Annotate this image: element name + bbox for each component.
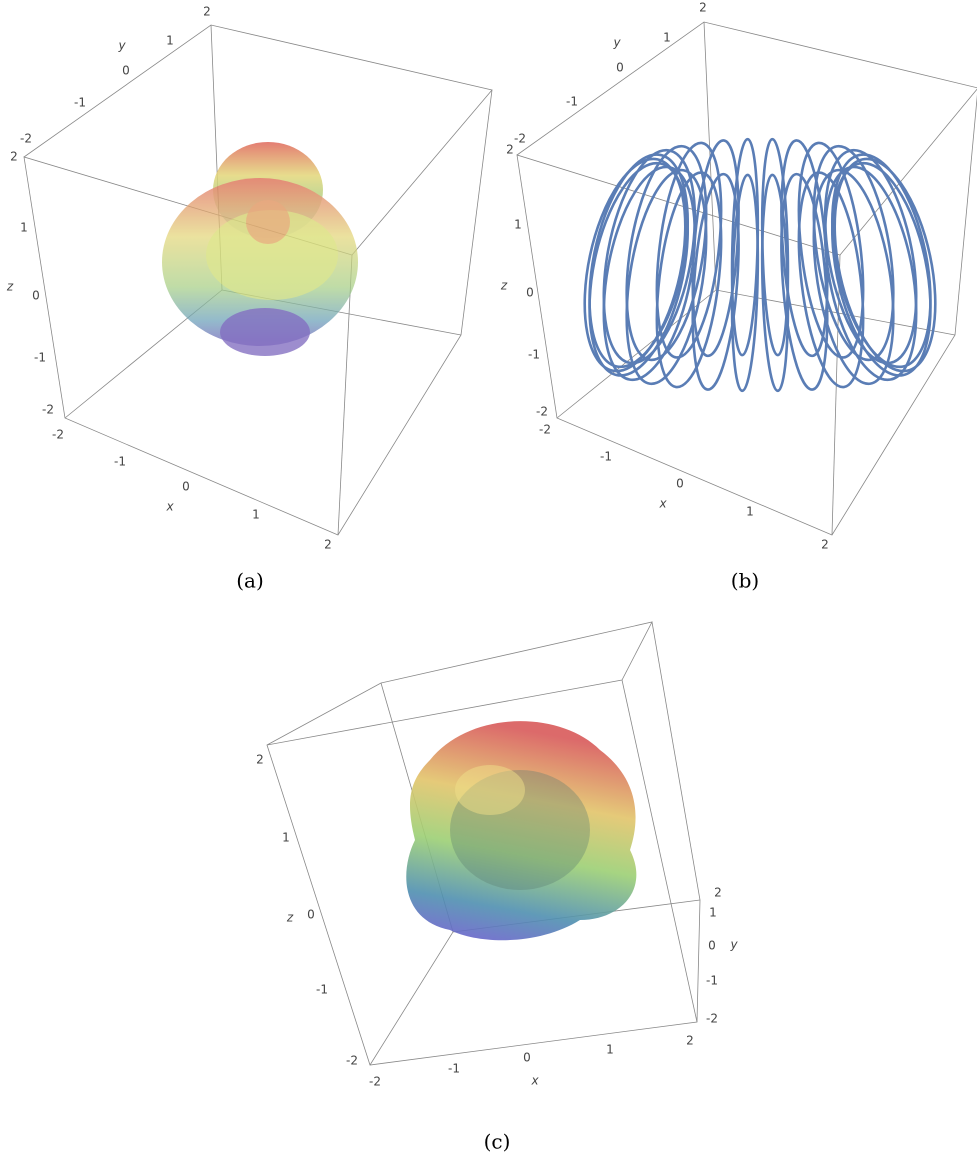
x-tick-label: 1 bbox=[606, 1043, 614, 1057]
coil-loop bbox=[686, 139, 745, 358]
y-tick-label: -2 bbox=[706, 1012, 718, 1026]
z-tick-label: 1 bbox=[20, 221, 28, 235]
y-tick-label: 2 bbox=[714, 886, 722, 900]
y-axis-label: y bbox=[117, 39, 126, 53]
y-axis-label: y bbox=[729, 938, 738, 952]
z-axis-label: z bbox=[286, 911, 294, 925]
x-tick-label: 0 bbox=[182, 480, 190, 494]
z-tick-label: -2 bbox=[536, 405, 548, 419]
z-tick-label: -1 bbox=[34, 351, 46, 365]
surface-c bbox=[406, 721, 636, 940]
y-tick-label: 1 bbox=[709, 906, 717, 920]
caption: (c) bbox=[484, 1130, 511, 1154]
x-tick-label: 1 bbox=[252, 508, 260, 522]
x-tick-label: 2 bbox=[686, 1034, 694, 1048]
coil-loop bbox=[801, 165, 907, 390]
z-tick-label: 1 bbox=[282, 831, 290, 845]
y-tick-label: 0 bbox=[616, 61, 624, 75]
z-tick-label: -2 bbox=[346, 1054, 358, 1068]
y-axis-label: y bbox=[612, 36, 621, 50]
y-tick-label: 1 bbox=[663, 31, 671, 45]
y-tick-label: 1 bbox=[166, 34, 174, 48]
z-tick-label: 2 bbox=[256, 753, 264, 767]
z-axis-label: z bbox=[500, 279, 508, 293]
z-tick-label: -1 bbox=[528, 348, 540, 362]
z-tick-label: 0 bbox=[307, 908, 315, 922]
z-tick-label: 0 bbox=[526, 286, 534, 300]
y-tick-label: -1 bbox=[706, 974, 718, 988]
x-tick-label: 1 bbox=[746, 505, 754, 519]
x-tick-label: -1 bbox=[448, 1062, 460, 1076]
z-tick-label: -1 bbox=[316, 983, 328, 997]
figure: -2 -1 0 1 2 x -2 -1 0 1 2 y -2 -1 0 1 2 z (a) -2 -1 0 1 2 x -2 -1 0… bbox=[0, 0, 977, 1156]
y-tick-label: 0 bbox=[708, 939, 716, 953]
y-tick-label: -2 bbox=[20, 132, 32, 146]
x-tick-label: -2 bbox=[539, 423, 551, 437]
y-tick-label: -1 bbox=[566, 95, 578, 109]
y-tick-label: -2 bbox=[514, 132, 526, 146]
x-tick-label: 0 bbox=[676, 477, 684, 491]
y-tick-label: 2 bbox=[203, 5, 211, 19]
caption: (b) bbox=[731, 569, 759, 593]
coil-loop bbox=[775, 139, 834, 358]
curve-b bbox=[568, 139, 953, 391]
x-tick-label: 2 bbox=[324, 538, 332, 552]
x-tick-label: -2 bbox=[369, 1075, 381, 1089]
z-axis-label: z bbox=[6, 280, 14, 294]
x-tick-label: 2 bbox=[821, 538, 829, 552]
x-tick-label: -2 bbox=[52, 428, 64, 442]
x-axis-label: x bbox=[658, 497, 667, 511]
y-tick-label: -1 bbox=[74, 96, 86, 110]
x-axis-label: x bbox=[165, 500, 174, 514]
z-tick-label: 2 bbox=[10, 150, 18, 164]
x-tick-label: -1 bbox=[114, 455, 126, 469]
surface-a bbox=[162, 142, 358, 356]
caption: (a) bbox=[236, 569, 264, 593]
z-tick-label: 1 bbox=[514, 218, 522, 232]
z-tick-label: 2 bbox=[506, 143, 514, 157]
z-tick-label: 0 bbox=[32, 289, 40, 303]
z-tick-label: -2 bbox=[42, 403, 54, 417]
coil-loop bbox=[614, 165, 720, 390]
x-axis-label: x bbox=[530, 1074, 539, 1088]
panel: -2 -1 0 1 2 x -2 -1 0 1 2 y -2 -1 0 1 2 z (b) bbox=[500, 1, 829, 593]
x-tick-label: 0 bbox=[523, 1051, 531, 1065]
y-tick-label: 0 bbox=[122, 64, 130, 78]
x-tick-label: -1 bbox=[600, 450, 612, 464]
y-tick-label: 2 bbox=[699, 1, 707, 15]
